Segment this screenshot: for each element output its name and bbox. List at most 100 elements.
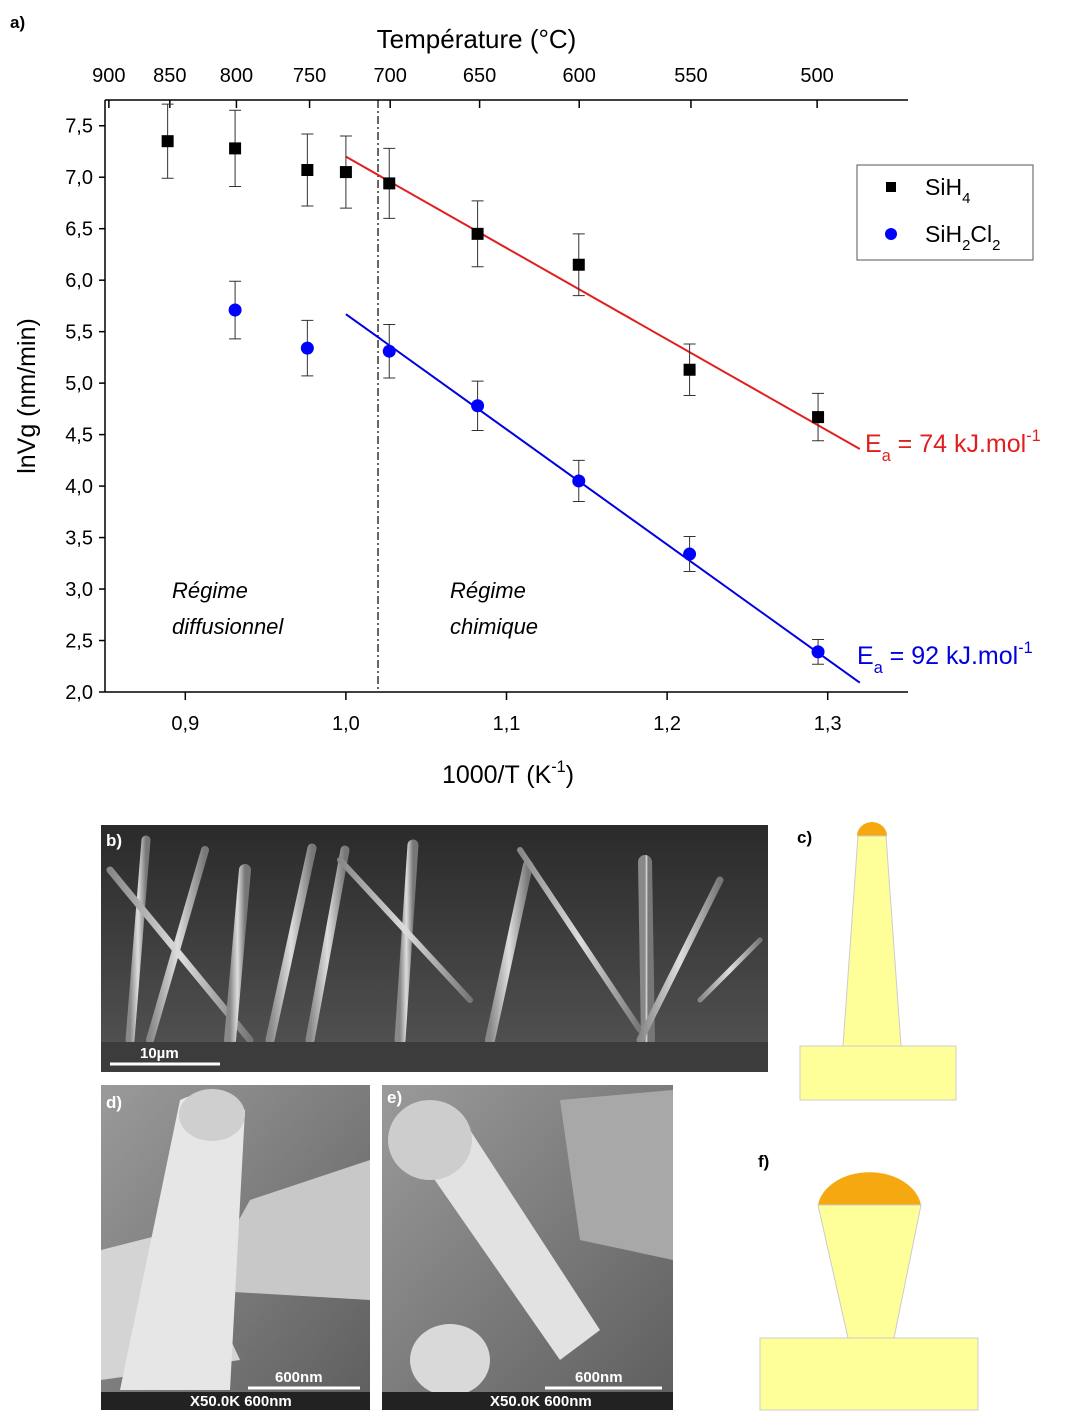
- substrate: [101, 1042, 768, 1072]
- point: [301, 164, 314, 177]
- region-label: chimique: [450, 614, 538, 639]
- info-text: X50.0K 600nm: [190, 1393, 292, 1410]
- info-text: X50.0K 600nm: [490, 1393, 592, 1410]
- diagram-f: f): [758, 1152, 979, 1411]
- catalyst: [818, 1172, 921, 1205]
- x-tick-label: 1,0: [332, 713, 360, 735]
- point: [683, 363, 696, 376]
- point: [572, 474, 586, 488]
- point: [161, 135, 174, 148]
- legend-label-part: SiH: [925, 221, 962, 247]
- wire-tip: [388, 1100, 472, 1180]
- panel-label: c): [797, 828, 812, 847]
- y-tick-label: 5,0: [65, 373, 93, 395]
- substrate: [799, 1045, 957, 1101]
- legend-label-part: SiH: [925, 174, 962, 200]
- fit-label-part: E: [865, 430, 882, 458]
- x-axis-label-part: 1000/T (K: [442, 761, 552, 789]
- point: [300, 341, 314, 355]
- y-axis-label: lnVg (nm/min): [13, 318, 41, 474]
- x2-tick-label: 700: [374, 65, 407, 87]
- panel-label: f): [758, 1152, 769, 1171]
- point: [471, 227, 484, 240]
- point: [811, 645, 825, 659]
- panel-label: a): [10, 13, 25, 32]
- x-tick-label: 1,3: [814, 713, 842, 735]
- crystal: [200, 1160, 370, 1300]
- fit-label-part: = 92 kJ.mol: [883, 642, 1018, 670]
- nanowire: [120, 1094, 245, 1390]
- x2-tick-label: 600: [563, 65, 596, 87]
- point: [383, 177, 396, 190]
- x-axis-label-part: -1: [551, 758, 565, 776]
- catalyst: [857, 822, 887, 836]
- y-tick-label: 4,5: [65, 425, 93, 447]
- x2-tick-label: 650: [463, 65, 496, 87]
- point: [683, 547, 697, 561]
- x2-tick-label: 750: [293, 65, 326, 87]
- x-tick-label: 1,2: [653, 713, 681, 735]
- legend-label-part: 4: [962, 190, 970, 207]
- point: [471, 399, 485, 413]
- fit-line: [345, 155, 861, 450]
- fit-label: Ea = 74 kJ.mol-1: [865, 427, 1041, 465]
- scale-text: 600nm: [575, 1369, 623, 1386]
- crystal: [560, 1090, 673, 1260]
- x2-tick-label: 500: [800, 65, 833, 87]
- sem-image-b: b) 10µm: [101, 825, 768, 1072]
- point: [228, 303, 242, 317]
- region-label: Régime: [450, 578, 526, 603]
- legend-marker: [886, 182, 896, 192]
- legend-label: SiH4: [925, 174, 970, 207]
- x-tick-label: 0,9: [171, 713, 199, 735]
- wire-tip: [179, 1089, 245, 1141]
- nanowires: [106, 835, 763, 1047]
- y-tick-label: 2,5: [65, 631, 93, 653]
- point: [812, 411, 825, 424]
- wire: [842, 835, 902, 1047]
- y-tick-label: 6,5: [65, 219, 93, 241]
- y-tick-label: 5,5: [65, 322, 93, 344]
- point: [339, 166, 352, 179]
- x2-tick-label: 900: [92, 65, 125, 87]
- info-band: [382, 1392, 673, 1410]
- point: [229, 142, 242, 155]
- x2-tick-label: 550: [674, 65, 707, 87]
- sem-image-d: d) 600nm X50.0K 600nm: [101, 1085, 370, 1410]
- wire: [817, 1204, 922, 1339]
- y-tick-label: 7,5: [65, 116, 93, 138]
- legend-marker: [885, 228, 897, 240]
- sem-image-e: e) 600nm X50.0K 600nm: [382, 1085, 673, 1410]
- fit-label-part: -1: [1018, 639, 1032, 657]
- x2-axis-label: Température (°C): [377, 24, 577, 54]
- legend-label-part: 2: [992, 237, 1000, 254]
- x2-tick-label: 850: [153, 65, 186, 87]
- diagram-c: c): [797, 822, 957, 1101]
- x-tick-label: 1,1: [493, 713, 521, 735]
- point: [572, 258, 585, 271]
- fit-label-part: E: [857, 642, 874, 670]
- legend-box: [856, 164, 1034, 261]
- legend-label-part: Cl: [970, 221, 992, 247]
- region-label: Régime: [172, 578, 248, 603]
- wire-tip: [410, 1324, 490, 1396]
- legend-label: SiH2Cl2: [925, 221, 1000, 254]
- panel-label: e): [387, 1088, 402, 1107]
- y-tick-label: 2,0: [65, 682, 93, 704]
- fit-label-part: a: [882, 447, 892, 465]
- substrate: [759, 1337, 979, 1411]
- legend-label-part: 2: [962, 237, 970, 254]
- x-axis-label-part: ): [566, 761, 574, 789]
- y-tick-label: 6,0: [65, 270, 93, 292]
- y-tick-label: 7,0: [65, 167, 93, 189]
- x2-tick-label: 800: [220, 65, 253, 87]
- fit-label-part: = 74 kJ.mol: [891, 430, 1026, 458]
- plot: 2,0 2,5 3,0 3,5 4,0 4,5 5,0 5,5 6,0 6,5 7,0 7,5 0,9 1…: [13, 24, 1041, 789]
- fit-line: [345, 313, 861, 684]
- info-band: [101, 1392, 370, 1410]
- point: [382, 344, 396, 358]
- y-tick-label: 4,0: [65, 476, 93, 498]
- scale-text: 600nm: [275, 1369, 323, 1386]
- panel-label: b): [106, 831, 122, 850]
